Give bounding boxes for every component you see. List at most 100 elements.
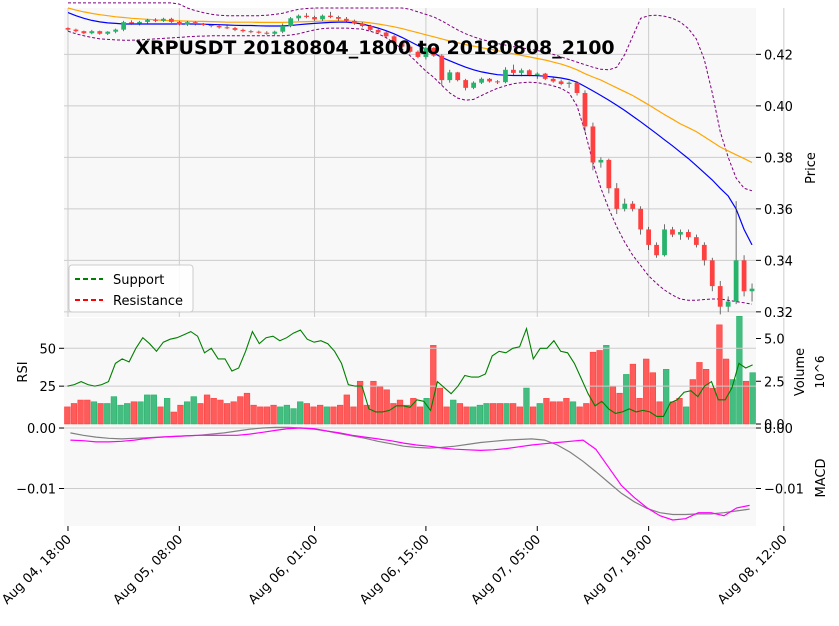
volume-bar xyxy=(623,374,630,425)
volume-bar xyxy=(516,406,523,425)
rsi-tick-label: 25 xyxy=(39,380,56,395)
volume-bar xyxy=(709,387,716,425)
sma-short-line xyxy=(67,12,753,246)
candle-body xyxy=(646,229,652,245)
volume-bar xyxy=(337,404,344,425)
candle-body xyxy=(542,73,548,79)
volume-bar xyxy=(376,386,384,425)
volume-bar xyxy=(643,358,650,425)
candle-body xyxy=(343,18,349,21)
candle-body xyxy=(97,31,103,34)
volume-bar xyxy=(290,408,297,425)
volume-bar xyxy=(403,404,410,425)
volume-bar xyxy=(77,399,84,425)
candle-body xyxy=(415,51,421,57)
price-tick-label: 0.40 xyxy=(764,100,793,115)
volume-bar xyxy=(436,387,444,425)
volume-bar xyxy=(603,345,610,425)
candle-body xyxy=(693,237,699,245)
candle-body xyxy=(208,24,214,27)
macd-right-tick-label: 0.00 xyxy=(764,422,793,437)
price-tick-label: 0.32 xyxy=(764,306,793,321)
macd-left-tick-label: 0.00 xyxy=(27,422,56,437)
volume-bar xyxy=(370,380,377,425)
candle-body xyxy=(391,36,397,43)
bollinger-upper-line xyxy=(68,2,753,192)
price-axis-label: Price xyxy=(804,152,819,184)
volume-bar xyxy=(396,399,404,425)
candle-body xyxy=(256,31,262,33)
candle-body xyxy=(367,26,373,30)
price-tick-label: 0.36 xyxy=(764,203,793,218)
price-tick-label: 0.34 xyxy=(764,254,793,269)
candle-body xyxy=(312,17,317,20)
candle-body xyxy=(137,21,142,24)
candle-body xyxy=(534,73,540,75)
candle-body xyxy=(224,27,230,29)
volume-bar xyxy=(84,399,91,425)
candle-body xyxy=(614,188,620,209)
candle-body xyxy=(168,18,174,22)
volume-bar xyxy=(310,406,317,425)
macd-line xyxy=(70,427,750,521)
volume-bar xyxy=(164,398,171,425)
volume-bar xyxy=(183,401,191,425)
candle-body xyxy=(606,159,612,189)
volume-bar xyxy=(456,403,464,425)
volume-bar xyxy=(177,404,184,425)
candle-body xyxy=(431,47,437,56)
volume-bar xyxy=(383,389,390,425)
candle-body xyxy=(105,31,111,34)
candle-body xyxy=(511,69,516,73)
volume-bar xyxy=(363,404,370,425)
candle-body xyxy=(288,18,294,27)
candle-body xyxy=(113,29,119,32)
rsi-line xyxy=(67,326,753,417)
volume-bar xyxy=(589,351,597,425)
candle-body xyxy=(375,29,381,33)
volume-bar xyxy=(536,403,543,425)
x-tick-label: Aug 06, 01:00 xyxy=(246,532,322,608)
volume-bar xyxy=(669,401,676,425)
candle-body xyxy=(200,23,206,25)
price-tick-label: 0.42 xyxy=(764,48,793,63)
candle-body xyxy=(717,286,723,307)
volume-bar xyxy=(749,372,756,425)
candle-body xyxy=(248,31,254,33)
candle-body xyxy=(129,22,134,24)
candle-body xyxy=(558,81,564,84)
volume-bar xyxy=(722,358,730,425)
volume-bar xyxy=(230,401,237,425)
candle-body xyxy=(359,23,365,27)
x-tick-label: Aug 06, 15:00 xyxy=(357,532,433,608)
candle-body xyxy=(654,244,659,256)
volume-bar xyxy=(104,403,111,425)
volume-bar xyxy=(257,406,264,425)
candle-body xyxy=(670,229,675,235)
macd-right-tick-label: −0.01 xyxy=(764,483,804,498)
volume-bar xyxy=(676,398,683,425)
volume-bar xyxy=(549,401,557,425)
candle-body xyxy=(749,288,755,292)
volume-bar xyxy=(556,401,563,425)
volume-bar xyxy=(124,403,131,425)
candle-body xyxy=(518,70,524,73)
candle-body xyxy=(582,92,588,127)
candle-body xyxy=(320,15,325,20)
volume-scale-label: 10^6 xyxy=(813,356,827,389)
volume-bar xyxy=(283,404,291,425)
volume-bar xyxy=(410,398,417,425)
volume-tick-label: 2.5 xyxy=(764,375,785,390)
candle-body xyxy=(439,55,445,81)
volume-bar xyxy=(303,403,310,425)
volume-bar xyxy=(64,406,71,425)
candle-body xyxy=(630,203,636,209)
x-tick-label: Aug 07, 05:00 xyxy=(469,532,545,608)
volume-bar xyxy=(529,406,537,425)
candle-body xyxy=(296,15,302,19)
volume-bar xyxy=(443,406,450,425)
candle-body xyxy=(526,70,532,75)
volume-bar xyxy=(702,368,710,425)
volume-tick-label: 5.0 xyxy=(764,333,785,348)
bollinger-lower-line xyxy=(67,27,753,305)
